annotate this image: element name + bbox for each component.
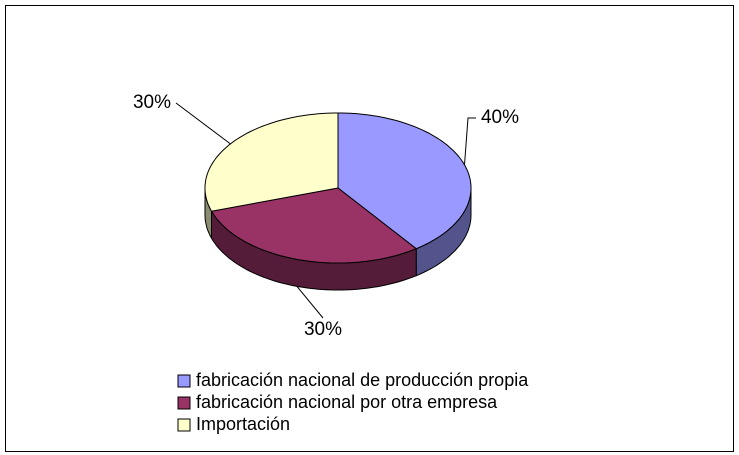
- leader-line: [296, 285, 324, 319]
- legend-label: fabricación nacional de producción propi…: [196, 370, 529, 390]
- legend-swatch: [177, 418, 191, 432]
- legend-label: Importación: [196, 414, 290, 434]
- leader-line: [175, 102, 231, 145]
- data-label: 30%: [304, 319, 342, 340]
- leader-line: [464, 117, 476, 165]
- legend-swatch: [177, 374, 191, 388]
- data-label: 30%: [133, 92, 171, 113]
- legend-label: fabricación nacional por otra empresa: [196, 392, 498, 412]
- legend-swatch: [177, 396, 191, 410]
- pie-slice: [210, 187, 418, 264]
- data-label: 40%: [481, 107, 519, 128]
